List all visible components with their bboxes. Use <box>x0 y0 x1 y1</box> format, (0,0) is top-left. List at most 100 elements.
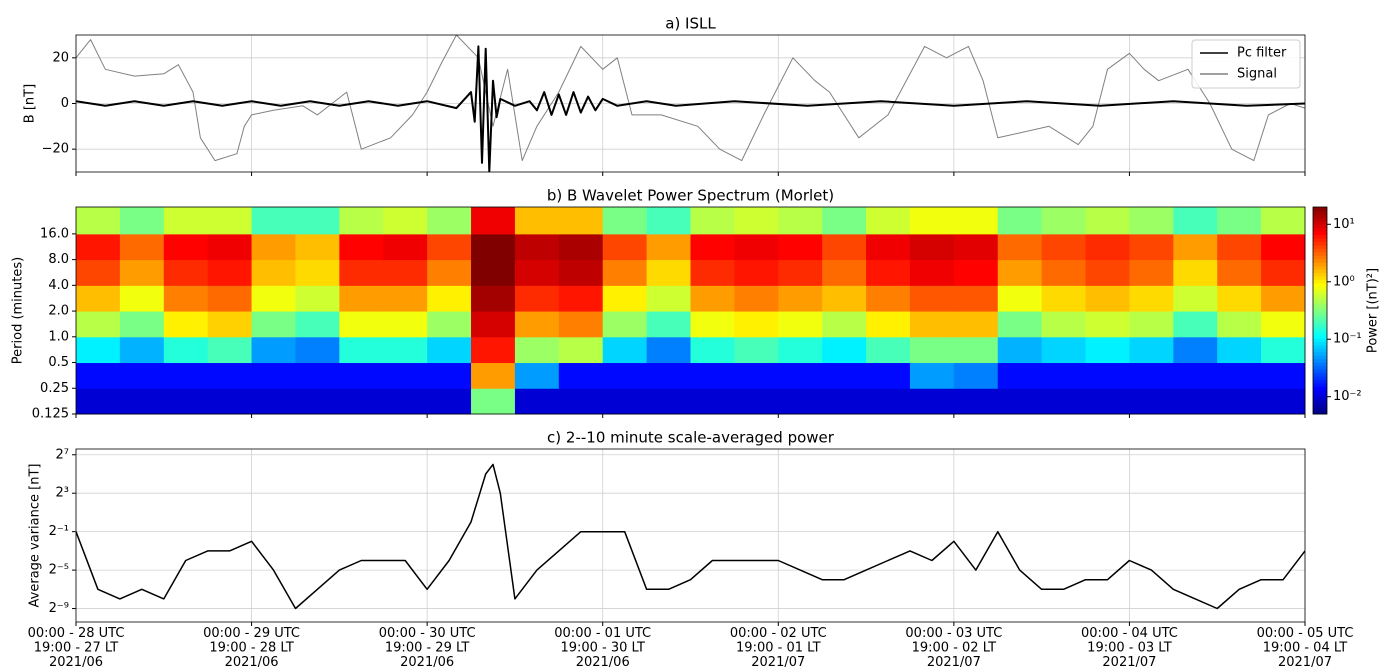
y-tick-label: 2⁻¹ <box>49 524 69 539</box>
colorbar-step <box>1313 303 1327 308</box>
heatmap-cell <box>953 285 999 312</box>
heatmap-cell <box>1085 311 1130 338</box>
heatmap-cell <box>602 311 648 338</box>
heatmap-cell <box>734 336 779 364</box>
heatmap-cell <box>866 336 911 364</box>
colorbar-step <box>1313 238 1327 242</box>
heatmap-cell <box>1129 388 1174 415</box>
heatmap-cell <box>119 362 165 389</box>
colorbar-step <box>1313 341 1327 346</box>
colorbar-tick-label: 10¹ <box>1333 217 1355 232</box>
colorbar-step <box>1313 372 1327 377</box>
heatmap-cell <box>953 388 999 415</box>
heatmap-cell <box>690 259 735 286</box>
heatmap-cell <box>295 388 340 415</box>
heatmap-cell <box>207 362 253 389</box>
heatmap-cell <box>1041 362 1087 389</box>
heatmap-cell <box>514 311 560 338</box>
y-tick-label: 1.0 <box>48 329 69 344</box>
heatmap-cell <box>558 362 604 389</box>
colorbar-step <box>1313 369 1327 374</box>
heatmap-cell <box>997 285 1043 312</box>
heatmap-cell <box>119 311 165 338</box>
heatmap-cell <box>427 207 472 235</box>
heatmap-cell <box>514 259 560 286</box>
colorbar-step <box>1313 296 1327 301</box>
heatmap-cell <box>602 233 648 261</box>
colorbar-step <box>1313 317 1327 322</box>
y-tick-label: 4.0 <box>48 278 69 293</box>
colorbar-step <box>1313 379 1327 384</box>
heatmap-cell <box>471 388 516 415</box>
heatmap-cell <box>1217 388 1262 415</box>
colorbar-step <box>1313 320 1327 325</box>
heatmap-cell <box>602 259 648 286</box>
plot-frame <box>75 448 1306 623</box>
heatmap-cell <box>339 311 384 338</box>
heatmap-cell <box>295 311 340 338</box>
heatmap-cell <box>734 285 779 312</box>
colorbar-step <box>1313 355 1327 360</box>
heatmap-cell <box>1041 336 1087 364</box>
heatmap-cell <box>207 285 253 312</box>
heatmap-cell <box>163 362 209 389</box>
heatmap-cell <box>1173 336 1218 364</box>
colorbar-step <box>1313 393 1327 398</box>
data-line <box>76 463 1305 610</box>
colorbar-step <box>1313 310 1327 315</box>
heatmap-cell <box>866 259 911 286</box>
y-tick-label: 8.0 <box>48 252 69 267</box>
y-tick-label: 2.0 <box>48 304 69 319</box>
legend-box <box>1191 39 1301 89</box>
colorbar-step <box>1313 396 1327 401</box>
heatmap-cell <box>251 362 296 389</box>
heatmap-cell <box>997 336 1043 364</box>
heatmap-cell <box>383 388 428 415</box>
heatmap-cell <box>822 285 867 312</box>
heatmap-cell <box>778 336 823 364</box>
y-tick-label: 0.5 <box>48 355 69 370</box>
heatmap-cell <box>383 362 428 389</box>
heatmap-cell <box>383 311 428 338</box>
heatmap-cell <box>1173 362 1218 389</box>
heatmap-cell <box>207 388 253 415</box>
x-tick-label: 00:00 - 03 UTC 19:00 - 02 LT 2021/07 <box>905 626 1002 669</box>
heatmap-cell <box>602 285 648 312</box>
data-line <box>76 45 1305 172</box>
heatmap-cell <box>953 259 999 286</box>
colorbar-step <box>1313 207 1327 211</box>
heatmap-cell <box>207 336 253 364</box>
colorbar-step <box>1313 324 1327 329</box>
heatmap-cell <box>471 362 516 389</box>
heatmap-cell <box>646 336 691 364</box>
heatmap-cell <box>339 336 384 364</box>
colorbar-step <box>1313 351 1327 356</box>
heatmap-cell <box>909 233 955 261</box>
heatmap-cell <box>953 207 999 235</box>
heatmap-cell <box>1129 207 1174 235</box>
heatmap-cell <box>778 362 823 389</box>
heatmap-cell <box>909 259 955 286</box>
heatmap-cell <box>997 233 1043 261</box>
heatmap-cell <box>1085 259 1130 286</box>
heatmap-cell <box>207 207 253 235</box>
heatmap-cell <box>1261 233 1306 261</box>
colorbar-step <box>1313 244 1327 249</box>
colorbar-step <box>1313 272 1327 277</box>
colorbar-step <box>1313 217 1327 222</box>
colorbar-step <box>1313 358 1327 363</box>
heatmap-cell <box>514 388 560 415</box>
heatmap-cell <box>1041 233 1087 261</box>
x-tick-label: 00:00 - 05 UTC 19:00 - 04 LT 2021/07 <box>1257 626 1354 669</box>
heatmap-cell <box>514 362 560 389</box>
heatmap-cell <box>822 233 867 261</box>
plot-frame <box>75 34 1306 173</box>
heatmap-cell <box>427 362 472 389</box>
heatmap-cell <box>1085 388 1130 415</box>
heatmap-cell <box>427 388 472 415</box>
x-tick-label: 00:00 - 28 UTC 19:00 - 27 LT 2021/06 <box>28 626 125 669</box>
heatmap-cell <box>207 259 253 286</box>
y-axis-label: Period (minutes) <box>11 257 26 364</box>
heatmap-cell <box>997 311 1043 338</box>
